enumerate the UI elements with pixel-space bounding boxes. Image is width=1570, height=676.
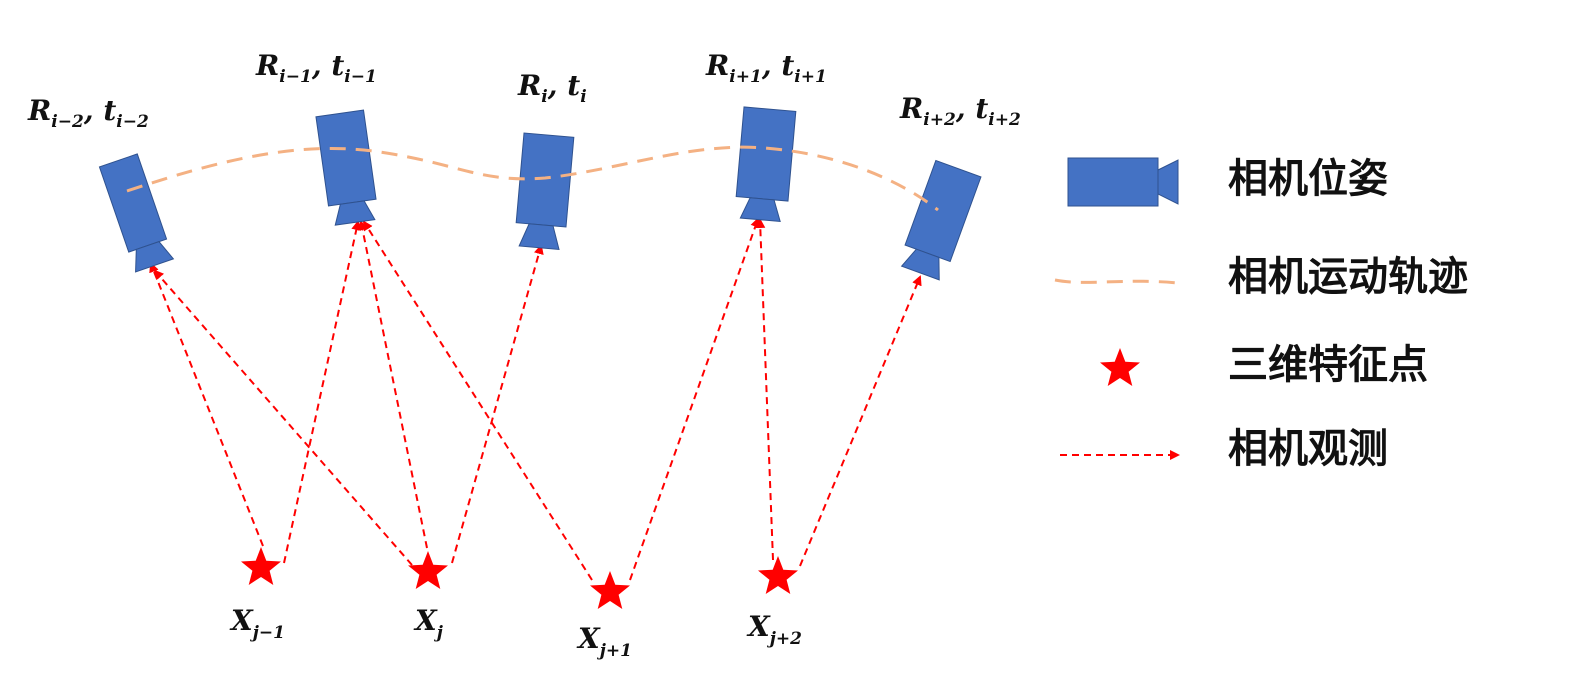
point-label: Xj bbox=[413, 604, 444, 643]
camera-icon bbox=[98, 153, 175, 273]
point-label: Xj+2 bbox=[746, 610, 802, 649]
camera-label: Ri+2, ti+2 bbox=[899, 92, 1021, 130]
observation-arrow bbox=[629, 217, 761, 581]
trajectory-icon bbox=[1054, 278, 1179, 285]
camera-trajectory bbox=[126, 145, 939, 212]
feature-point-star bbox=[241, 547, 281, 585]
camera-label: Ri−2, ti−2 bbox=[27, 94, 149, 132]
feature-point-star bbox=[758, 556, 798, 594]
legend-label: 相机观测 bbox=[1228, 426, 1388, 472]
star-shape bbox=[1100, 348, 1140, 386]
observation-arrow bbox=[799, 275, 922, 567]
legend-label: 相机运动轨迹 bbox=[1228, 254, 1468, 300]
observation-arrow bbox=[357, 220, 428, 549]
observation-lines bbox=[149, 217, 922, 581]
camera-icon bbox=[315, 109, 377, 226]
observation-arrow bbox=[283, 220, 362, 564]
observation-arrow bbox=[149, 262, 264, 547]
observation-arrow bbox=[362, 220, 593, 581]
camera-icon bbox=[1067, 157, 1179, 207]
point-label: Xj−1 bbox=[229, 604, 285, 643]
legend: 相机位姿 相机运动轨迹 三维特征点 相机观测 bbox=[1054, 156, 1468, 472]
camera-label: Ri, ti bbox=[517, 69, 587, 107]
camera-icon bbox=[515, 132, 575, 251]
observation-arrow bbox=[755, 218, 774, 561]
legend-label: 三维特征点 bbox=[1228, 342, 1428, 388]
camera-icon bbox=[900, 159, 982, 281]
point-label: Xj+1 bbox=[576, 622, 632, 661]
feature-point-star bbox=[408, 551, 448, 589]
observation-arrow bbox=[153, 269, 413, 566]
camera-label: Ri−1, ti−1 bbox=[255, 49, 377, 87]
camera-icon bbox=[735, 106, 797, 223]
legend-label: 相机位姿 bbox=[1228, 156, 1388, 202]
feature-point-star bbox=[590, 571, 630, 609]
observation-arrow bbox=[451, 244, 544, 564]
camera-label: Ri+1, ti+1 bbox=[705, 49, 827, 87]
star-icon bbox=[1100, 348, 1140, 386]
